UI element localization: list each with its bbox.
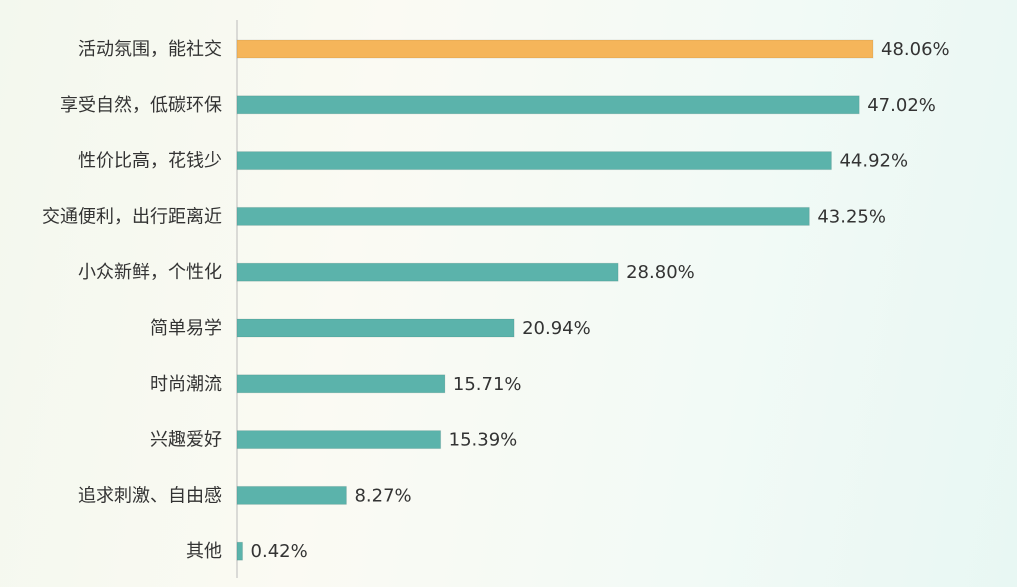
bar <box>236 95 860 115</box>
category-label: 活动氛围，能社交 <box>78 39 222 60</box>
category-label: 简单易学 <box>150 318 222 339</box>
category-label: 追求刺激、自由感 <box>78 485 222 506</box>
category-label: 交通便利，出行距离近 <box>42 206 222 227</box>
value-label: 15.39% <box>449 430 518 451</box>
bar <box>236 262 619 282</box>
value-label: 48.06% <box>881 39 950 60</box>
bar <box>236 206 810 226</box>
value-label: 8.27% <box>354 485 411 506</box>
bar <box>236 318 515 338</box>
value-label: 0.42% <box>251 541 308 562</box>
category-label: 其他 <box>186 541 222 562</box>
bar <box>236 430 442 450</box>
category-label: 小众新鲜，个性化 <box>78 262 222 283</box>
bar <box>236 39 874 59</box>
bar <box>236 151 832 171</box>
value-label: 28.80% <box>626 262 695 283</box>
value-label: 47.02% <box>867 95 936 116</box>
bar <box>236 541 244 561</box>
category-label: 兴趣爱好 <box>150 430 222 451</box>
bar <box>236 485 347 505</box>
value-label: 15.71% <box>453 374 522 395</box>
value-label: 43.25% <box>817 206 886 227</box>
category-label: 享受自然，低碳环保 <box>60 95 222 116</box>
value-label: 20.94% <box>522 318 591 339</box>
category-label: 时尚潮流 <box>150 374 222 395</box>
category-label: 性价比高，花钱少 <box>78 151 222 172</box>
value-label: 44.92% <box>839 151 908 172</box>
bar <box>236 374 446 394</box>
